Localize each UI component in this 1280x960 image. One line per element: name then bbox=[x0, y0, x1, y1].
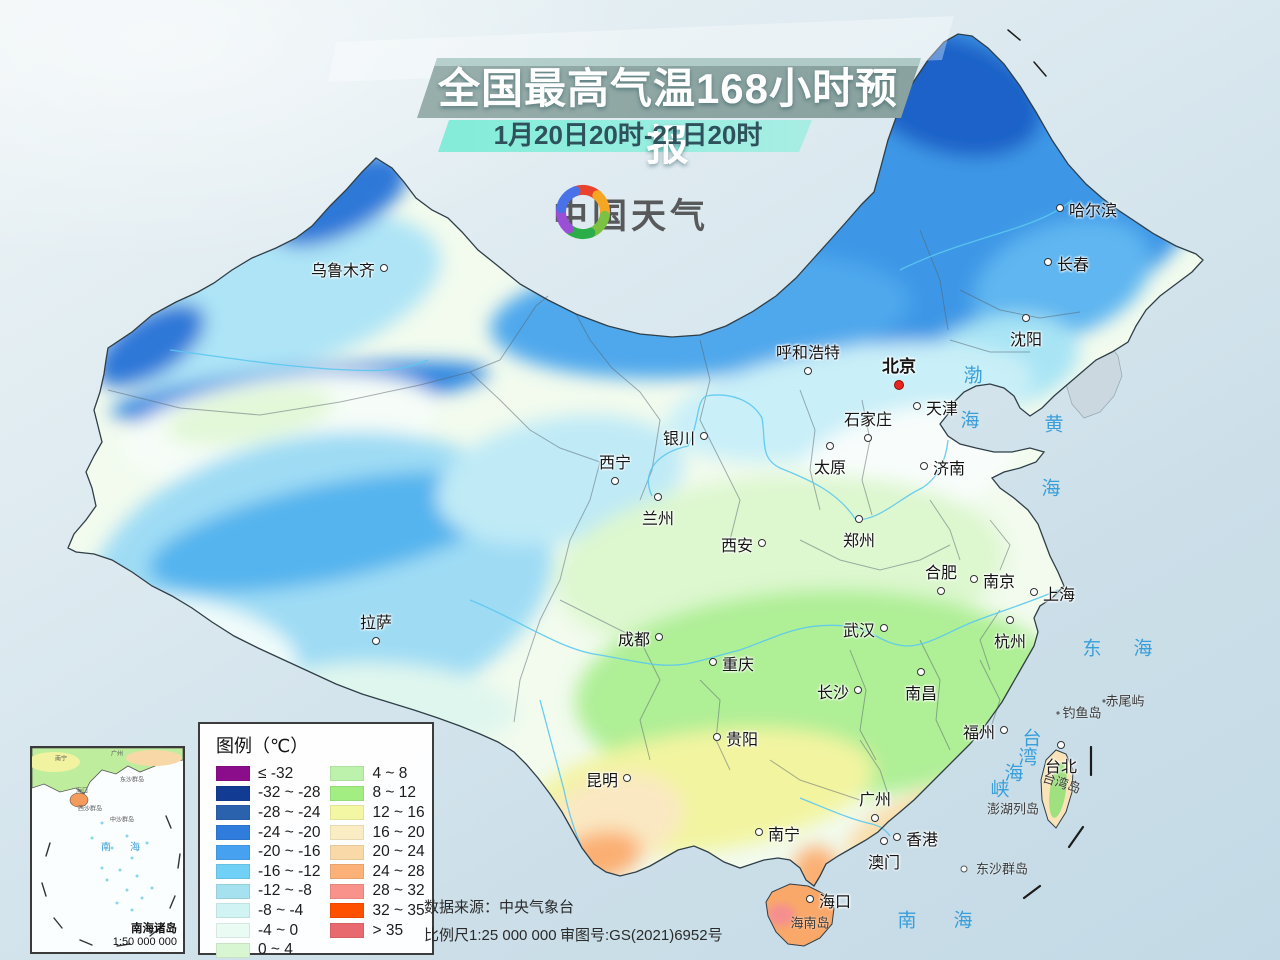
page-title: 全国最高气温168小时预报 bbox=[437, 65, 899, 169]
data-source: 数据来源：中央气象台 bbox=[424, 899, 575, 916]
legend-item: 16 ~ 20 bbox=[330, 823, 425, 843]
forecast-period: 1月20日20时-21日20时 bbox=[493, 120, 763, 150]
legend-item: -32 ~ -28 bbox=[216, 784, 320, 804]
legend-swatch bbox=[216, 825, 250, 841]
legend-item: 28 ~ 32 bbox=[330, 882, 425, 902]
legend-swatch bbox=[330, 883, 365, 899]
legend-range-label: ≤ -32 bbox=[258, 764, 294, 782]
inset-label-西沙群岛: 西沙群岛 bbox=[77, 806, 103, 813]
legend-item: 24 ~ 28 bbox=[330, 862, 425, 882]
approval-number: 审图号:GS(2021)6952号 bbox=[560, 927, 723, 944]
legend-swatch bbox=[330, 903, 365, 919]
legend-swatch bbox=[216, 883, 250, 899]
inset-label-东沙群岛: 东沙群岛 bbox=[119, 777, 145, 784]
legend-item: ≤ -32 bbox=[216, 764, 320, 784]
legend-item: -12 ~ -8 bbox=[216, 882, 320, 902]
national-border bbox=[67, 33, 1204, 947]
legend-item: -16 ~ -12 bbox=[216, 862, 320, 882]
legend-swatch bbox=[216, 785, 250, 801]
legend-item: -4 ~ 0 bbox=[216, 921, 320, 941]
legend-item: 20 ~ 24 bbox=[330, 842, 425, 862]
legend-range-label: 12 ~ 16 bbox=[372, 803, 425, 821]
pinwheel-logo-icon bbox=[556, 184, 610, 240]
maritime-boundary-dashes bbox=[1007, 29, 1093, 900]
legend-range-label: 4 ~ 8 bbox=[372, 764, 408, 782]
inset-label-海口: 海口 bbox=[75, 788, 89, 795]
legend-swatch bbox=[216, 864, 250, 880]
legend-item: > 35 bbox=[330, 921, 424, 941]
legend-swatch bbox=[216, 942, 250, 958]
legend-range-label: 20 ~ 24 bbox=[372, 843, 425, 861]
inset-sea-label: 海 bbox=[130, 842, 140, 854]
legend-item: 12 ~ 16 bbox=[330, 803, 425, 823]
legend-item: -24 ~ -20 bbox=[216, 823, 320, 843]
legend-range-label: 32 ~ 35 bbox=[372, 901, 425, 919]
legend-title: 图例（℃） bbox=[216, 736, 309, 756]
inset-label-南宁: 南宁 bbox=[54, 756, 68, 763]
legend-range-label: -28 ~ -24 bbox=[258, 803, 321, 821]
legend-swatch bbox=[216, 903, 250, 919]
legend-swatch bbox=[330, 923, 365, 939]
legend-range-label: -12 ~ -8 bbox=[258, 882, 312, 900]
legend-swatch bbox=[216, 766, 250, 782]
legend-swatch bbox=[216, 923, 250, 939]
legend-item: 32 ~ 35 bbox=[330, 901, 425, 921]
island-dots bbox=[960, 699, 1106, 873]
inset-label-广州: 广州 bbox=[110, 751, 124, 758]
legend-column-right: 4 ~ 8 8 ~ 12 12 ~ 16 16 ~ 20 20 ~ 24 24 ~ 28 2… bbox=[330, 764, 425, 960]
south-china-sea-inset: 广州南宁海口 东沙群岛西沙群岛 中沙群岛南 海 南海诸岛 1:50 000 000 bbox=[30, 746, 185, 954]
legend-range-label: -8 ~ -4 bbox=[258, 901, 304, 919]
legend-swatch bbox=[330, 864, 365, 880]
legend-panel: 图例（℃） ≤ -32 -32 ~ -28 -28 ~ -24 -24 ~ -20 -2… bbox=[198, 722, 434, 958]
legend-column-left: ≤ -32 -32 ~ -28 -28 ~ -24 -24 ~ -20 -20 ~ -1… bbox=[216, 764, 320, 960]
legend-swatch bbox=[330, 766, 365, 782]
legend-range-label: 24 ~ 28 bbox=[372, 862, 425, 880]
legend-range-label: 0 ~ 4 bbox=[258, 941, 293, 959]
inset-map-graphic bbox=[32, 748, 183, 947]
map-scale: 比例尺1:25 000 000 bbox=[424, 927, 557, 944]
province-borders bbox=[107, 229, 1081, 801]
legend-range-label: -24 ~ -20 bbox=[258, 823, 321, 841]
inset-label-中沙群岛: 中沙群岛 bbox=[109, 817, 135, 824]
legend-item: 8 ~ 12 bbox=[330, 784, 424, 804]
inset-scale: 1:50 000 000 bbox=[112, 936, 177, 948]
legend-item: -28 ~ -24 bbox=[216, 803, 320, 823]
legend-range-label: 16 ~ 20 bbox=[372, 823, 425, 841]
inset-title: 南海诸岛 bbox=[131, 923, 177, 935]
legend-item: -8 ~ -4 bbox=[216, 901, 320, 921]
legend-range-label: -32 ~ -28 bbox=[258, 784, 321, 802]
legend-swatch bbox=[330, 844, 365, 860]
inset-sea-label: 南 bbox=[101, 842, 111, 854]
legend-swatch bbox=[330, 825, 365, 841]
legend-item: 0 ~ 4 bbox=[216, 940, 320, 960]
rivers bbox=[169, 199, 1073, 849]
legend-range-label: -16 ~ -12 bbox=[258, 862, 321, 880]
legend-item: -20 ~ -16 bbox=[216, 842, 320, 862]
china-weather-logo: 中国天气 bbox=[553, 182, 803, 244]
legend-swatch bbox=[330, 785, 365, 801]
legend-swatch bbox=[216, 844, 250, 860]
legend-swatch bbox=[216, 805, 250, 821]
legend-range-label: > 35 bbox=[372, 921, 404, 939]
legend-item: 4 ~ 8 bbox=[330, 764, 424, 784]
legend-range-label: 28 ~ 32 bbox=[372, 882, 425, 900]
legend-range-label: -4 ~ 0 bbox=[258, 921, 299, 939]
legend-swatch bbox=[330, 805, 365, 821]
legend-range-label: 8 ~ 12 bbox=[372, 784, 417, 802]
legend-range-label: -20 ~ -16 bbox=[258, 843, 321, 861]
